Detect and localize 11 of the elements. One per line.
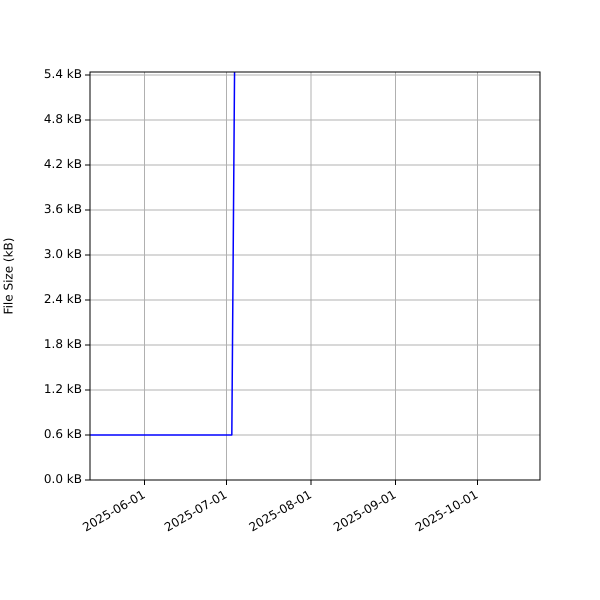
y-tick-label: 4.8 kB <box>44 112 82 126</box>
y-tick-label: 0.6 kB <box>44 427 82 442</box>
y-axis-title: File Size (kB) <box>1 238 16 314</box>
y-tick-label: 0.0 kB <box>44 472 82 486</box>
y-tick-label: 2.4 kB <box>44 292 82 306</box>
y-tick-label: 5.4 kB <box>44 67 82 82</box>
y-tick-label: 4.2 kB <box>44 157 82 172</box>
y-tick-label: 3.6 kB <box>44 202 82 216</box>
y-tick-label: 1.8 kB <box>44 337 82 352</box>
y-tick-label: 3.0 kB <box>44 247 82 262</box>
y-tick-label: 1.2 kB <box>44 382 82 396</box>
